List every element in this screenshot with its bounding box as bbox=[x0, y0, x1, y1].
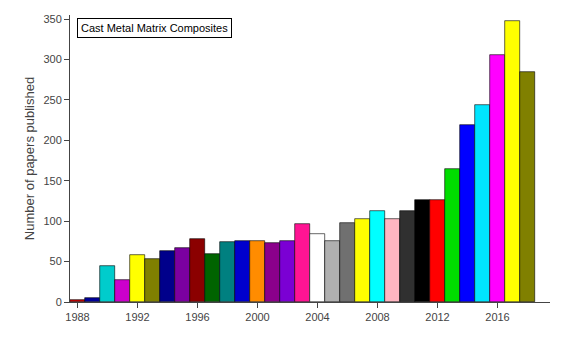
svg-text:2004: 2004 bbox=[305, 311, 329, 323]
svg-text:2000: 2000 bbox=[245, 311, 269, 323]
svg-text:150: 150 bbox=[43, 175, 61, 187]
svg-text:50: 50 bbox=[50, 255, 62, 267]
svg-text:350: 350 bbox=[43, 13, 61, 25]
svg-text:2008: 2008 bbox=[365, 311, 389, 323]
svg-text:1992: 1992 bbox=[125, 311, 149, 323]
svg-text:2012: 2012 bbox=[425, 311, 449, 323]
svg-text:Number of papers published: Number of papers published bbox=[22, 77, 37, 240]
svg-text:200: 200 bbox=[43, 134, 61, 146]
svg-text:100: 100 bbox=[43, 215, 61, 227]
svg-text:2016: 2016 bbox=[485, 311, 509, 323]
svg-text:1988: 1988 bbox=[65, 311, 89, 323]
svg-text:Cast Metal Matrix Composites: Cast Metal Matrix Composites bbox=[81, 22, 228, 34]
svg-text:1996: 1996 bbox=[185, 311, 209, 323]
svg-text:300: 300 bbox=[43, 53, 61, 65]
svg-text:0: 0 bbox=[56, 296, 62, 308]
svg-text:250: 250 bbox=[43, 94, 61, 106]
